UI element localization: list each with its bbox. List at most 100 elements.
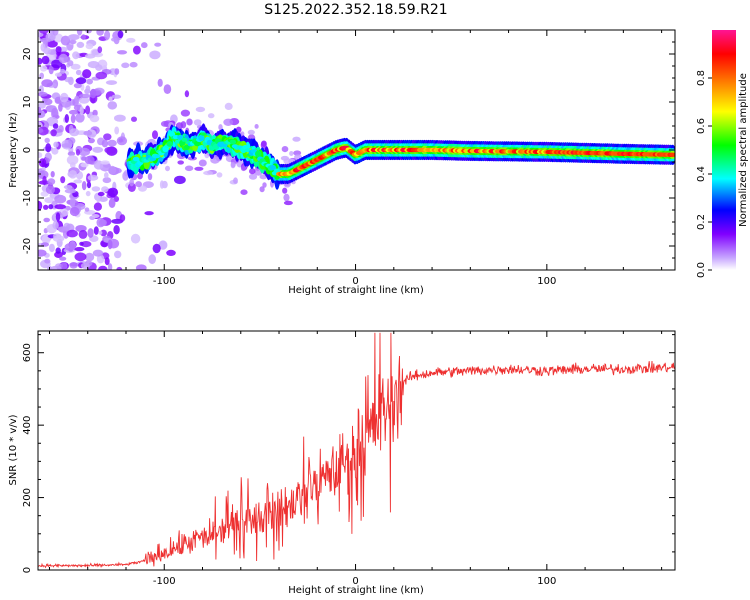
noise-blob xyxy=(68,109,79,115)
noise-blob xyxy=(75,69,82,76)
noise-blob xyxy=(137,172,143,180)
noise-blob xyxy=(116,50,128,55)
noise-blob xyxy=(51,147,59,155)
noise-blob xyxy=(75,113,85,123)
noise-blob xyxy=(60,176,66,184)
x-tick-label: 0 xyxy=(352,276,358,287)
noise-blob xyxy=(48,65,54,75)
trace-segment xyxy=(229,139,237,145)
trace-segment xyxy=(181,137,188,142)
noise-blob xyxy=(116,136,128,146)
noise-blob xyxy=(177,160,184,165)
noise-blob xyxy=(91,186,101,192)
noise-blob xyxy=(79,93,91,99)
noise-blob xyxy=(144,211,154,216)
noise-blob xyxy=(69,262,78,269)
noise-blob xyxy=(69,128,80,137)
noise-blob xyxy=(114,250,122,259)
noise-blob xyxy=(53,141,59,148)
noise-blob xyxy=(82,69,92,79)
noise-blob xyxy=(41,55,50,65)
y-tick-label: -10 xyxy=(22,190,33,206)
noise-blob xyxy=(107,239,113,250)
noise-blob xyxy=(68,137,76,145)
noise-blob xyxy=(194,166,204,171)
noise-blob xyxy=(78,229,88,239)
noise-blob xyxy=(135,181,143,188)
noise-blob xyxy=(42,175,47,186)
noise-blob xyxy=(54,204,66,210)
noise-blob xyxy=(100,160,110,165)
noise-blob xyxy=(260,141,267,150)
noise-blob xyxy=(107,263,113,270)
noise-blob xyxy=(101,139,109,148)
noise-blob xyxy=(38,106,42,117)
noise-blob xyxy=(86,181,92,189)
noise-blob xyxy=(59,92,69,103)
noise-blob xyxy=(58,53,69,64)
noise-blob xyxy=(69,39,77,45)
noise-blob xyxy=(38,101,46,109)
noise-blob xyxy=(135,264,147,270)
noise-blob xyxy=(55,247,61,254)
noise-blob xyxy=(96,194,101,203)
noise-blob xyxy=(66,229,78,238)
noise-blob xyxy=(160,120,170,127)
noise-blob xyxy=(87,174,99,181)
noise-blob xyxy=(76,41,85,49)
noise-blob xyxy=(43,204,49,210)
noise-blob xyxy=(166,249,176,256)
noise-blob xyxy=(58,103,63,112)
snr-x-label: Height of straight line (km) xyxy=(288,585,424,596)
noise-blob xyxy=(79,106,84,116)
noise-blob xyxy=(174,175,186,185)
noise-blob xyxy=(78,96,90,104)
noise-blob xyxy=(39,30,49,34)
noise-blob xyxy=(249,168,256,175)
x-tick-label: -100 xyxy=(153,576,176,587)
noise-blob xyxy=(63,185,73,190)
noise-blob xyxy=(66,155,79,165)
trace-segment xyxy=(132,156,140,162)
noise-blob xyxy=(104,146,117,154)
noise-blob xyxy=(75,149,81,156)
noise-blob xyxy=(85,190,91,197)
noise-blob xyxy=(281,146,289,153)
trace-segment xyxy=(194,140,201,147)
noise-blob xyxy=(38,152,43,159)
noise-blob xyxy=(64,243,76,251)
noise-blob xyxy=(233,177,238,184)
colorbar-label: Normalized spectral amplitude xyxy=(738,73,749,227)
noise-blob xyxy=(84,252,95,262)
noise-blob xyxy=(262,182,267,188)
trace-segment xyxy=(669,152,675,157)
noise-blob xyxy=(89,114,100,123)
noise-blob xyxy=(184,165,194,172)
noise-blob xyxy=(68,170,78,179)
noise-blob xyxy=(114,114,126,122)
y-tick-label: 0 xyxy=(22,567,33,573)
noise-blob xyxy=(230,161,236,169)
colorbar-axis: 0.0 0.2 0.4 0.6 0.8 xyxy=(696,70,712,278)
noise-blob xyxy=(152,130,158,140)
noise-blob xyxy=(54,194,67,204)
noise-blob xyxy=(59,68,66,74)
noise-blob xyxy=(61,143,72,148)
noise-blob xyxy=(259,186,265,193)
noise-blob xyxy=(114,68,120,75)
noise-blob xyxy=(138,185,147,192)
noise-blob xyxy=(84,207,90,212)
noise-blob xyxy=(44,258,51,264)
x-tick-label: -100 xyxy=(153,276,176,287)
trace-segment xyxy=(168,131,176,138)
noise-blob xyxy=(48,204,54,210)
noise-blob xyxy=(81,181,87,191)
noise-blob xyxy=(283,200,293,206)
noise-blob xyxy=(129,178,135,187)
noise-blob xyxy=(83,130,93,136)
noise-blob xyxy=(122,171,129,181)
noise-blob xyxy=(159,180,165,189)
noise-blob xyxy=(38,128,44,133)
noise-blob xyxy=(40,191,49,197)
noise-blob xyxy=(98,230,103,235)
